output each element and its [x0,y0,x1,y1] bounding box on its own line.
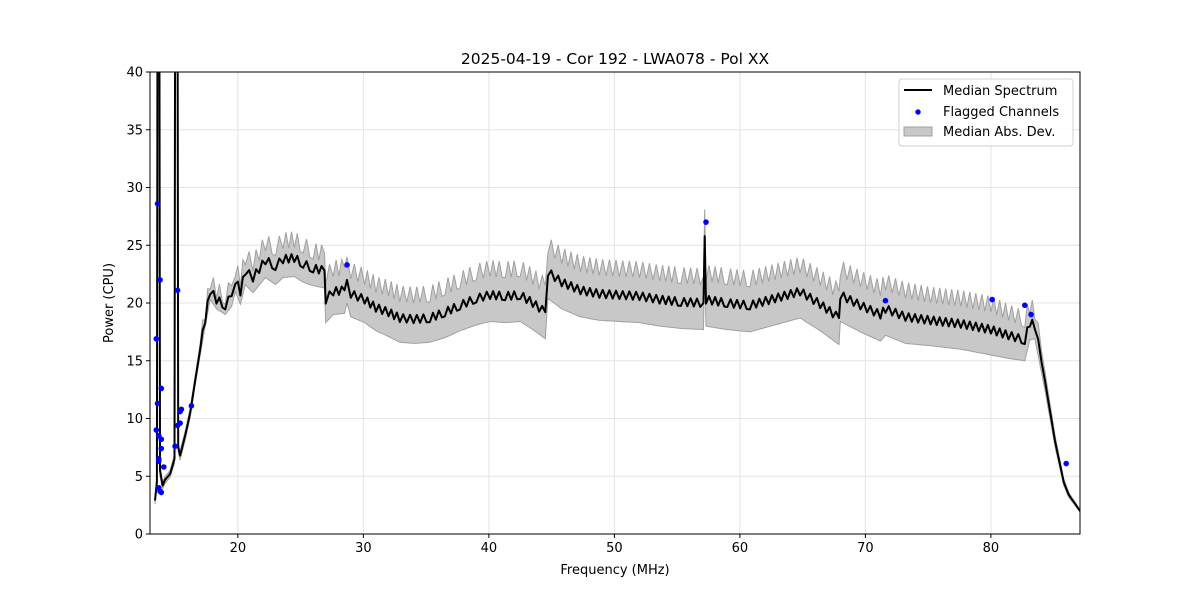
chart-title: 2025-04-19 - Cor 192 - LWA078 - Pol XX [461,50,770,68]
legend-flagged-label: Flagged Channels [943,105,1059,120]
legend-median-label: Median Spectrum [943,84,1057,99]
flagged-channel-point [1028,311,1034,318]
flagged-channel-point [158,436,165,443]
flagged-channel-point [188,402,195,409]
flagged-channel-point [1021,302,1028,309]
flagged-channels [153,200,1069,496]
x-tick-label: 50 [606,541,623,556]
flagged-channel-point [161,464,167,470]
x-tick-label: 70 [857,541,874,556]
x-tick-label: 40 [481,541,498,556]
y-tick-label: 5 [135,470,143,485]
y-tick-label: 25 [126,239,143,254]
legend: Median Spectrum Flagged Channels Median … [898,78,1074,147]
x-tick-label: 60 [732,541,749,556]
flagged-channel-point [153,427,160,433]
flagged-channel-point [157,488,163,495]
y-tick-label: 35 [126,123,143,138]
median-spectrum-line [154,72,1080,512]
flagged-channel-point [172,443,178,450]
flagged-channel-point [703,219,709,225]
flagged-channel-point [153,336,160,342]
flagged-channel-point [989,296,995,303]
legend-flagged-swatch [915,109,921,115]
x-tick-label: 80 [983,541,1000,556]
y-axis-label: Power (CPU) [102,263,117,343]
legend-mad-label: Median Abs. Dev. [943,125,1055,140]
legend-mad-swatch [903,126,933,137]
flagged-channel-point [155,458,162,465]
flagged-channel-point [174,287,181,294]
y-tick-label: 30 [126,181,143,196]
y-tick-label: 15 [126,354,143,369]
y-tick-label: 40 [126,66,143,81]
flagged-channel-point [177,420,183,426]
y-tick-label: 20 [126,297,143,312]
y-tick-label: 10 [126,412,143,427]
flagged-channel-point [882,297,889,304]
flagged-channel-point [157,277,163,283]
y-axis: 0 5 10 15 20 25 30 35 40 [126,66,150,543]
flagged-channel-point [1063,460,1069,467]
x-tick-label: 30 [355,541,372,556]
flagged-channel-point [154,400,161,407]
flagged-channel-point [158,385,165,392]
x-tick-label: 20 [230,541,247,556]
x-axis: 20 30 40 50 60 70 80 [230,534,1000,556]
flagged-channel-point [154,200,161,207]
flagged-channel-point [344,262,350,268]
x-axis-label: Frequency (MHz) [560,563,669,578]
flagged-channel-point [178,406,185,413]
flagged-channel-point [158,445,165,452]
y-tick-label: 0 [135,528,143,543]
